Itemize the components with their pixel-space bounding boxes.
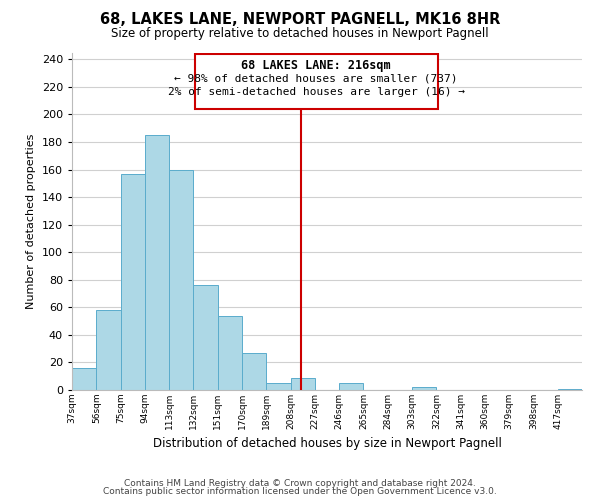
Text: Contains public sector information licensed under the Open Government Licence v3: Contains public sector information licen… (103, 487, 497, 496)
FancyBboxPatch shape (195, 54, 437, 109)
Bar (72, 368, 96, 390)
Text: Size of property relative to detached houses in Newport Pagnell: Size of property relative to detached ho… (111, 28, 489, 40)
Bar (145, 135, 169, 390)
Bar (218, 316, 242, 390)
Y-axis label: Number of detached properties: Number of detached properties (26, 134, 36, 309)
Bar (558, 388, 582, 390)
Bar (169, 170, 193, 390)
Text: ← 98% of detached houses are smaller (737): ← 98% of detached houses are smaller (73… (175, 73, 458, 83)
Bar (193, 286, 218, 390)
Text: 68 LAKES LANE: 216sqm: 68 LAKES LANE: 216sqm (241, 60, 391, 72)
Text: 68, LAKES LANE, NEWPORT PAGNELL, MK16 8HR: 68, LAKES LANE, NEWPORT PAGNELL, MK16 8H… (100, 12, 500, 28)
Bar (290, 378, 315, 390)
Bar (339, 383, 364, 390)
Bar (96, 310, 121, 390)
Text: Contains HM Land Registry data © Crown copyright and database right 2024.: Contains HM Land Registry data © Crown c… (124, 478, 476, 488)
Bar (266, 383, 290, 390)
Bar (121, 174, 145, 390)
X-axis label: Distribution of detached houses by size in Newport Pagnell: Distribution of detached houses by size … (152, 438, 502, 450)
Text: 2% of semi-detached houses are larger (16) →: 2% of semi-detached houses are larger (1… (167, 87, 464, 97)
Bar (412, 387, 436, 390)
Bar (242, 353, 266, 390)
